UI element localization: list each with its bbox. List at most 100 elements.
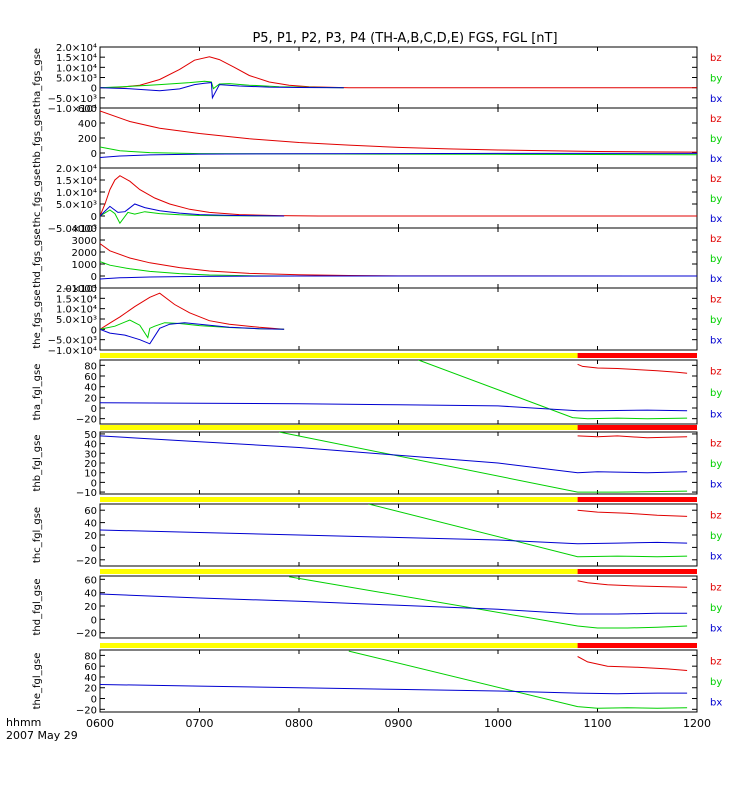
y-tick-label: 60 xyxy=(84,575,97,586)
legend-by: by xyxy=(710,603,722,614)
series-line-bx xyxy=(100,322,285,345)
series-line-bz xyxy=(577,363,688,374)
x-tick-label: 0800 xyxy=(285,717,313,730)
status-bar-red xyxy=(577,569,697,574)
y-tick-label: 40 xyxy=(84,519,97,530)
panel-the_fgs_gse: 2.0×10⁴1.5×10⁴1.0×10⁴5.0×10³0−5.0×10³−1.… xyxy=(32,284,722,357)
status-bar-red xyxy=(577,425,697,430)
legend-by: by xyxy=(710,134,722,145)
legend-bx: bx xyxy=(710,94,722,105)
y-tick-label: 400 xyxy=(78,119,97,130)
y-axis-label: thd_fgl_gse xyxy=(32,579,43,636)
y-tick-label: 1000 xyxy=(72,260,97,271)
panel-frame xyxy=(99,167,698,229)
series-line-bx xyxy=(100,593,688,615)
series-line-bz xyxy=(577,656,688,671)
status-bar-yellow xyxy=(100,353,578,358)
y-tick-label: 40 xyxy=(84,383,97,394)
x-tick-label: 1000 xyxy=(484,717,512,730)
status-bar-red xyxy=(577,497,697,502)
y-axis-label: the_fgl_gse xyxy=(32,653,43,710)
series-line-bx xyxy=(100,529,688,545)
series-line-bx xyxy=(100,203,285,217)
y-tick-label: 20 xyxy=(84,531,97,542)
series-line-by xyxy=(100,80,344,90)
y-tick-label: −20 xyxy=(76,556,97,567)
y-tick-label: 60 xyxy=(84,506,97,517)
y-tick-label: 0 xyxy=(91,695,97,706)
y-tick-label: 40 xyxy=(84,589,97,600)
legend-by: by xyxy=(710,194,722,205)
y-tick-label: −20 xyxy=(76,705,97,716)
legend-bx: bx xyxy=(710,624,722,635)
y-tick-label: 10 xyxy=(84,469,97,480)
y-tick-label: 3000 xyxy=(72,236,97,247)
y-tick-label: −1000 xyxy=(63,284,97,295)
legend-bz: bz xyxy=(710,234,722,245)
y-tick-label: 80 xyxy=(84,361,97,372)
series-line-by xyxy=(348,650,688,709)
legend-by: by xyxy=(710,531,722,542)
panel-frame xyxy=(99,227,698,289)
legend-by: by xyxy=(710,677,722,688)
panel-frame xyxy=(99,287,698,351)
y-axis-label: thb_fgl_gse xyxy=(32,435,43,492)
panel-tha_fgs_gse: 2.0×10⁴1.5×10⁴1.0×10⁴5.0×10³0−5.0×10³−1.… xyxy=(32,43,722,115)
y-tick-label: 50 xyxy=(84,430,97,441)
series-line-bx xyxy=(100,82,344,100)
legend-bx: bx xyxy=(710,154,722,165)
panel-frame xyxy=(99,107,698,169)
legend-bz: bz xyxy=(710,656,722,667)
y-axis-label: thc_fgs_gse xyxy=(32,169,43,228)
status-bar-yellow xyxy=(100,497,578,502)
y-tick-label: 4000 xyxy=(72,224,97,235)
y-tick-label: 0 xyxy=(91,615,97,626)
series-line-by xyxy=(368,504,688,558)
y-tick-label: 5.0×10³ xyxy=(56,74,97,85)
status-bar-yellow xyxy=(100,643,578,648)
x-tick-label: 1200 xyxy=(683,717,711,730)
y-tick-label: 60 xyxy=(84,662,97,673)
y-tick-label: 0 xyxy=(91,272,97,283)
legend-bx: bx xyxy=(710,274,722,285)
series-line-bz xyxy=(100,110,697,153)
series-line-bx xyxy=(100,275,697,280)
panel-frame xyxy=(99,46,698,109)
status-bar-red xyxy=(577,643,697,648)
y-tick-label: 40 xyxy=(84,673,97,684)
legend-bz: bz xyxy=(710,174,722,185)
y-tick-label: 20 xyxy=(84,393,97,404)
legend-bz: bz xyxy=(710,53,722,64)
y-tick-label: 0 xyxy=(91,325,97,336)
y-tick-label: 1.0×10⁴ xyxy=(56,63,97,74)
y-tick-label: 40 xyxy=(84,440,97,451)
series-line-bz xyxy=(577,509,688,517)
legend-bx: bx xyxy=(710,336,722,347)
y-tick-label: 200 xyxy=(78,134,97,145)
panels-group: 2.0×10⁴1.5×10⁴1.0×10⁴5.0×10³0−5.0×10³−1.… xyxy=(32,43,722,716)
x-tick-label: 1100 xyxy=(584,717,612,730)
y-tick-label: 0 xyxy=(91,212,97,223)
y-tick-label: 1.0×10⁴ xyxy=(56,188,97,199)
y-tick-label: 20 xyxy=(84,602,97,613)
y-tick-label: −20 xyxy=(76,629,97,640)
legend-by: by xyxy=(710,459,722,470)
y-axis-label: thd_fgs_gse xyxy=(32,228,43,287)
series-line-bx xyxy=(100,435,688,474)
legend-bx: bx xyxy=(710,409,722,420)
series-line-bx xyxy=(100,152,697,158)
y-tick-label: 60 xyxy=(84,372,97,383)
y-tick-label: 0 xyxy=(91,404,97,415)
panel-frame xyxy=(99,359,698,425)
y-tick-label: 5.0×10³ xyxy=(56,315,97,326)
y-tick-label: 1.5×10⁴ xyxy=(56,53,97,64)
y-tick-label: 2.0×10⁴ xyxy=(56,164,97,175)
series-line-by xyxy=(100,209,285,225)
chart-title: P5, P1, P2, P3, P4 (TH-A,B,C,D,E) FGS, F… xyxy=(252,31,557,46)
legend-bz: bz xyxy=(710,438,722,449)
legend-bz: bz xyxy=(710,294,722,305)
